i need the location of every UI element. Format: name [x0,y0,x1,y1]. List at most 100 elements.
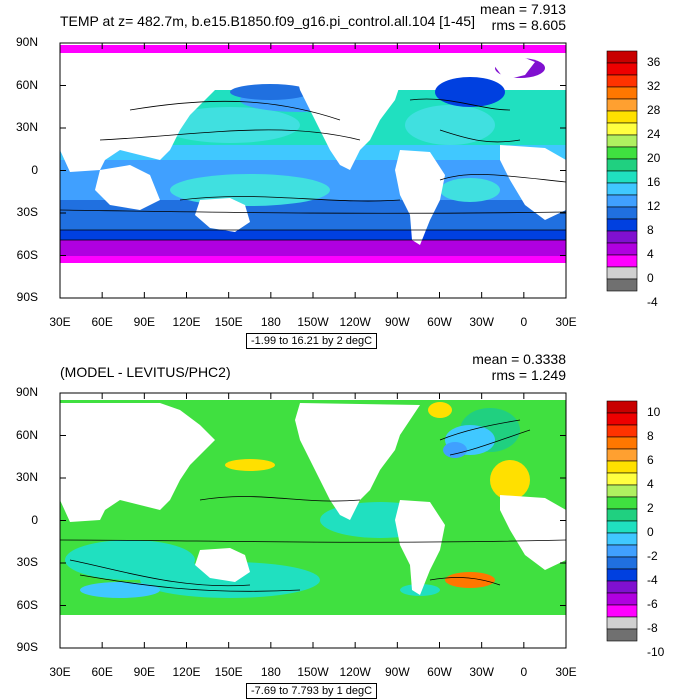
y-tick-label: 30N [15,120,38,134]
bottom-range-label: -7.69 to 7.793 by 1 degC [246,683,378,699]
top-mean: mean = 7.913 [479,1,566,17]
colorbar-swatch [606,62,638,76]
colorbar-swatch [606,194,638,208]
colorbar-label: 2 [647,501,654,515]
top-range-label: -1.99 to 16.21 by 2 degC [246,333,378,349]
x-tick-label: 60E [91,315,113,329]
colorbar-swatch [606,568,638,582]
colorbar-swatch [606,472,638,486]
colorbar-swatch [606,436,638,450]
colorbar-swatch [606,218,638,232]
colorbar-label: -4 [647,573,658,587]
colorbar-swatch [606,448,638,462]
colorbar-swatch [606,266,638,280]
colorbar-swatch [606,86,638,100]
top-colorbar [606,50,638,292]
colorbar-swatch [606,134,638,148]
x-tick-label: 150W [297,315,329,329]
colorbar-swatch [606,628,638,642]
top-map-field [60,43,566,298]
colorbar-swatch [606,616,638,630]
colorbar-swatch [606,484,638,498]
x-tick-label: 60W [427,315,452,329]
colorbar-swatch [606,182,638,196]
colorbar-swatch [606,50,638,64]
colorbar-swatch [606,206,638,220]
colorbar-label: 0 [647,271,654,285]
colorbar-swatch [606,278,638,292]
colorbar-swatch [606,74,638,88]
x-tick-label: 120E [172,315,201,329]
y-tick-label: 60N [15,77,38,92]
x-tick-label: 30W [469,315,494,329]
top-rms: rms = 8.605 [491,17,566,33]
colorbar-swatch [606,532,638,546]
colorbar-swatch [606,98,638,112]
x-tick-label: 150E [214,665,243,679]
colorbar-swatch [606,158,638,172]
x-tick-label: 0 [520,665,528,679]
colorbar-label: 8 [647,429,654,443]
colorbar-swatch [606,580,638,594]
colorbar-label: 4 [647,247,654,261]
colorbar-swatch [606,170,638,184]
colorbar-swatch [606,146,638,160]
y-tick-label: 90S [16,640,38,654]
x-tick-label: 90E [133,665,155,679]
colorbar-swatch [606,230,638,244]
colorbar-swatch [606,254,638,268]
colorbar-swatch [606,400,638,414]
colorbar-label: 0 [647,525,654,539]
colorbar-label: 16 [647,175,661,189]
x-tick-label: 120W [339,665,371,679]
y-tick-label: 30S [16,205,38,219]
colorbar-label: -10 [647,645,665,659]
colorbar-swatch [606,544,638,558]
colorbar-label: 32 [647,79,661,93]
x-tick-label: 90W [384,665,410,679]
colorbar-label: 6 [647,453,654,467]
x-tick-label: 30E [555,315,577,329]
colorbar-label: -6 [647,597,658,611]
y-tick-label: 30N [15,470,38,484]
x-tick-label: 180 [260,665,281,679]
colorbar-swatch [606,592,638,606]
x-tick-label: 30E [555,665,577,679]
colorbar-swatch [606,496,638,510]
x-tick-label: 60W [427,665,452,679]
top-title: TEMP at z= 482.7m, b.e15.B1850.f09_g16.p… [60,13,475,29]
colorbar-label: 36 [647,55,661,69]
colorbar-label: -4 [647,295,658,309]
colorbar-swatch [606,122,638,136]
x-tick-label: 60E [91,665,113,679]
y-tick-label: 60S [16,247,38,262]
y-tick-label: 90N [15,35,38,49]
bottom-title: (MODEL - LEVITUS/PHC2) [60,364,231,380]
colorbar-swatch [606,556,638,570]
x-tick-label: 0 [520,315,528,329]
colorbar-swatch [606,424,638,438]
x-tick-label: 90W [384,315,410,329]
colorbar-swatch [606,242,638,256]
colorbar-swatch [606,520,638,534]
colorbar-swatch [606,604,638,618]
colorbar-label: 12 [647,199,661,213]
colorbar-swatch [606,110,638,124]
colorbar-label: -2 [647,549,658,563]
bottom-colorbar [606,400,638,642]
colorbar-swatch [606,412,638,426]
colorbar-swatch [606,508,638,522]
x-tick-label: 30E [49,315,71,329]
x-tick-label: 120E [172,665,201,679]
y-tick-label: 90S [16,290,38,304]
colorbar-label: 4 [647,477,654,491]
bottom-mean: mean = 0.3338 [472,351,566,367]
x-tick-label: 120W [339,315,371,329]
x-tick-label: 150E [214,315,243,329]
colorbar-label: 8 [647,223,654,237]
y-tick-label: 30S [16,555,38,569]
bottom-rms: rms = 1.249 [491,367,566,383]
colorbar-label: 10 [647,405,661,419]
y-tick-label: 90N [15,385,38,399]
